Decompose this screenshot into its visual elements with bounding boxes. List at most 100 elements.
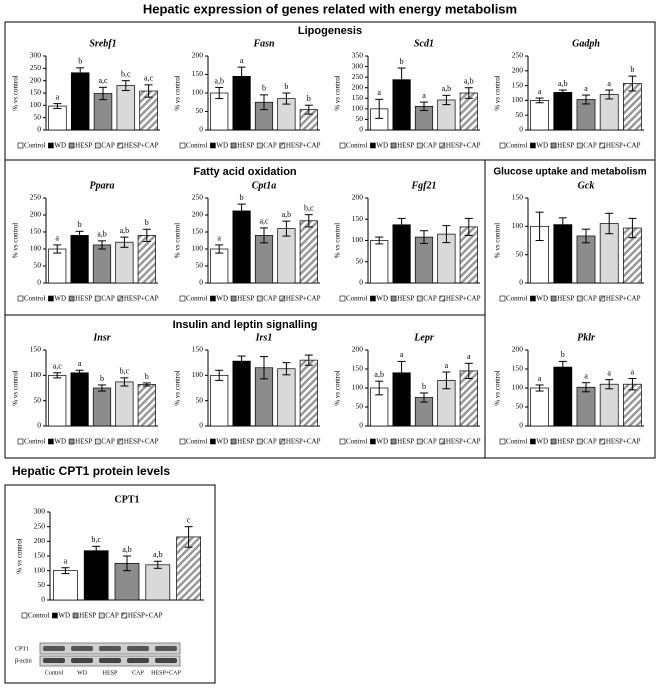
y-tick-label: 150 <box>352 364 364 373</box>
bar <box>232 210 251 284</box>
bar <box>414 236 434 284</box>
y-tick-label: 50 <box>356 256 364 265</box>
legend-label: HESP+CAP <box>124 142 159 150</box>
legend-swatch <box>390 142 397 149</box>
error-bar <box>237 203 246 219</box>
y-axis-label: % vs control <box>174 370 182 405</box>
figure-title: Hepatic expression of genes related with… <box>143 1 517 16</box>
error-bar <box>420 392 428 403</box>
y-tick-label: 200 <box>30 210 42 219</box>
legend-swatch <box>550 295 557 302</box>
blot-lane-label: CAP <box>132 670 144 676</box>
legend-label: WD <box>376 295 388 303</box>
legend-swatch <box>370 295 376 302</box>
error-bar <box>464 362 473 379</box>
legend-label: WD <box>376 438 388 446</box>
y-tick-label: 0 <box>199 278 203 287</box>
legend-label: WD <box>216 438 228 446</box>
significance-label: b <box>78 220 82 229</box>
y-tick-label: 0 <box>199 421 203 430</box>
bar <box>92 387 112 427</box>
legend-swatch <box>94 295 101 302</box>
legend-swatch <box>21 612 28 619</box>
y-tick-label: 0 <box>519 278 523 287</box>
legend-swatch <box>230 295 237 302</box>
error-bar <box>375 380 384 396</box>
legend-swatch <box>279 438 286 445</box>
y-tick-label: 300 <box>352 61 364 70</box>
error-bar <box>582 382 590 393</box>
significance-label: b,c <box>121 69 131 78</box>
legend-swatch <box>117 295 124 302</box>
legend-label: CAP <box>105 612 119 620</box>
legend-label: HESP <box>75 142 92 150</box>
y-axis-label: % vs control <box>12 370 20 405</box>
y-tick-label: 300 <box>30 51 42 60</box>
y-tick-label: 100 <box>352 235 364 244</box>
error-bar <box>144 84 153 98</box>
significance-label: c <box>187 515 191 524</box>
legend-swatch <box>256 295 263 302</box>
error-bar <box>375 98 384 119</box>
significance-label: b <box>561 350 565 359</box>
legend-label: CAP <box>583 438 597 446</box>
y-tick-label: 150 <box>352 93 364 102</box>
blot-band <box>127 646 149 651</box>
bar <box>92 244 112 284</box>
y-tick-label: 100 <box>30 244 42 253</box>
bar <box>210 248 229 284</box>
y-tick-label: 200 <box>352 193 364 202</box>
error-bar <box>442 94 451 106</box>
legend-label: CAP <box>583 142 597 150</box>
section-title: Insulin and leptin signalling <box>173 319 318 331</box>
significance-label: a <box>78 359 82 368</box>
y-axis-label: % vs control <box>12 223 20 258</box>
legend-label: HESP <box>237 142 254 150</box>
bar <box>530 387 549 427</box>
significance-label: a,b <box>282 210 292 219</box>
legend-label: Control <box>346 295 367 303</box>
bar <box>48 374 67 427</box>
chart-title: Cpt1a <box>252 180 276 191</box>
legend-label: Control <box>24 295 45 303</box>
legend-swatch <box>94 142 101 149</box>
legend-label: Control <box>506 295 527 303</box>
legend-swatch <box>599 295 606 302</box>
significance-label: b <box>78 57 82 66</box>
legend-label: HESP <box>75 295 92 303</box>
significance-label: a,b <box>97 230 107 239</box>
legend-label: CAP <box>101 295 115 303</box>
legend-label: HESP <box>75 438 92 446</box>
significance-label: a <box>538 87 542 96</box>
y-axis-label: % vs control <box>16 538 24 573</box>
error-bar <box>304 354 313 366</box>
y-tick-label: 250 <box>30 63 42 72</box>
bar <box>599 94 619 131</box>
blot-band <box>99 658 121 663</box>
significance-label: a,b <box>153 550 163 559</box>
legend-label: HESP+CAP <box>124 295 159 303</box>
y-tick-label: 0 <box>37 125 41 134</box>
error-bar <box>53 372 62 379</box>
error-bar <box>120 377 129 387</box>
error-bar <box>582 94 590 105</box>
legend-swatch <box>117 142 124 149</box>
legend-label: CAP <box>263 142 277 150</box>
bar <box>83 550 109 601</box>
significance-label: a,c <box>144 74 154 83</box>
significance-label: a <box>56 92 60 101</box>
error-bar <box>121 80 130 92</box>
legend-swatch <box>550 438 557 445</box>
legend-swatch <box>439 295 446 302</box>
legend-label: Control <box>24 438 45 446</box>
legend-swatch <box>390 438 397 445</box>
error-bar <box>464 87 473 99</box>
bar <box>299 220 318 284</box>
error-bar <box>260 227 268 244</box>
error-bar <box>75 230 84 240</box>
legend-swatch <box>576 295 583 302</box>
legend-swatch <box>210 295 216 302</box>
significance-label: a,b <box>120 226 130 235</box>
legend-label: HESP+CAP <box>286 142 321 150</box>
bar <box>137 235 156 284</box>
